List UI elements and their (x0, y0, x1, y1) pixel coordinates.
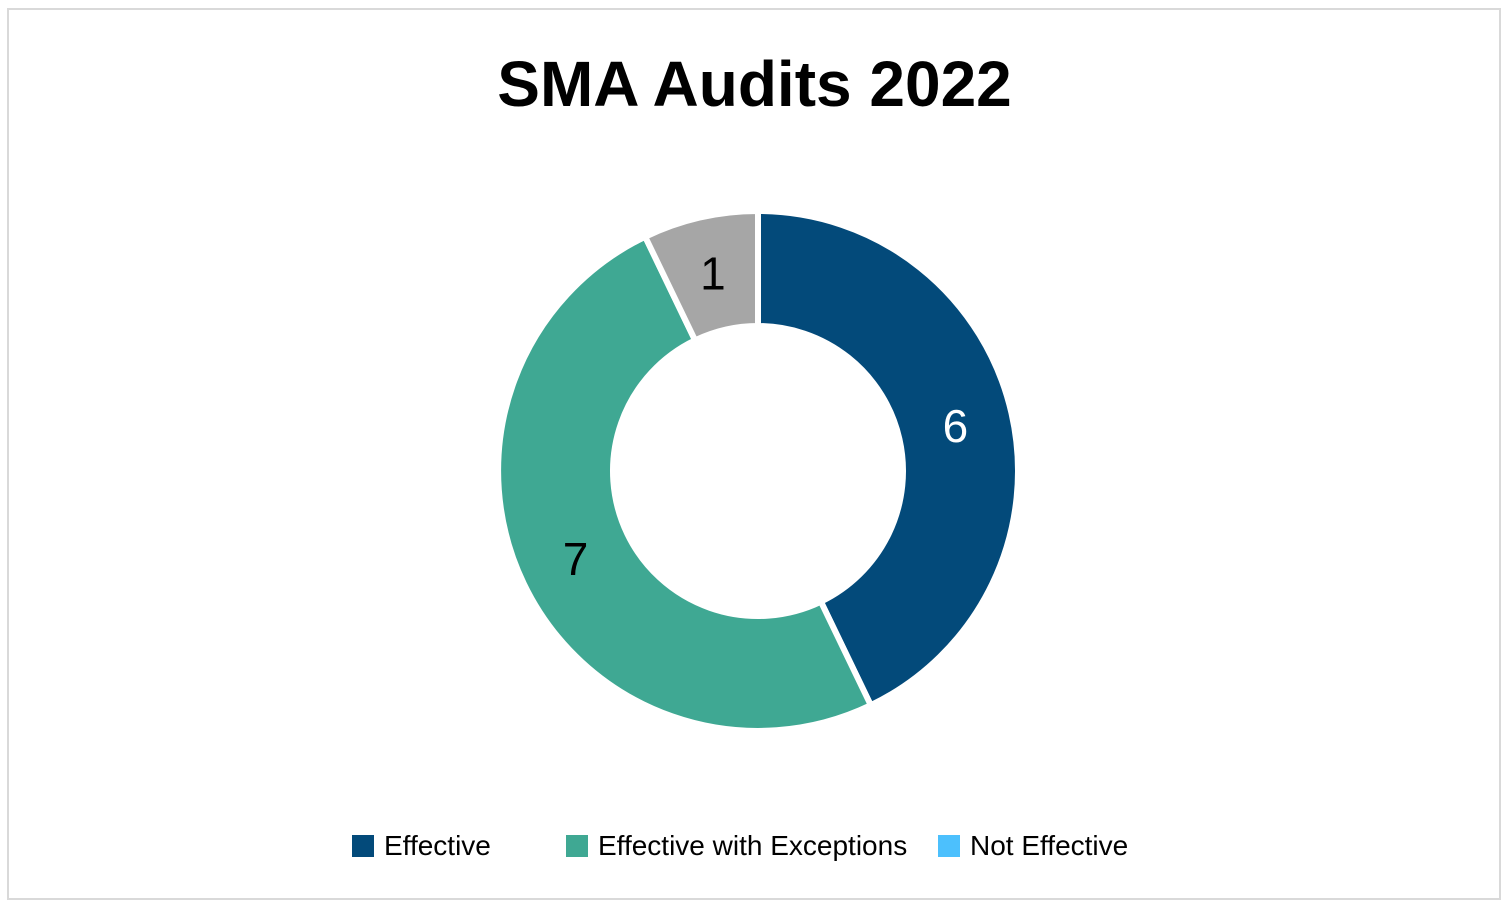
legend-swatch-effective (352, 835, 374, 857)
legend-item-effective-with-exceptions: Effective with Exceptions (566, 830, 907, 862)
legend-item-not-effective: Not Effective (938, 830, 1128, 862)
donut-slice-not-effective (641, 207, 761, 345)
legend-label-effective-with-exceptions: Effective with Exceptions (598, 830, 908, 861)
legend-label-not-effective: Not Effective (970, 830, 1129, 861)
legend-item-effective: Effective (352, 830, 491, 862)
data-label-effective: 6 (943, 400, 969, 452)
chart-title: SMA Audits 2022 (497, 48, 1012, 120)
donut-slice-effective (755, 207, 1021, 710)
chart-legend: Effective Effective with Exceptions Not … (0, 830, 1509, 862)
chart-frame (7, 8, 1501, 900)
data-label-not-effective: 1 (700, 248, 726, 300)
legend-swatch-not-effective (938, 835, 960, 857)
legend-label-effective: Effective (384, 830, 491, 861)
donut-slice-effective-with-exceptions (495, 232, 875, 734)
data-label-effective-with-exceptions: 7 (563, 533, 589, 585)
legend-swatch-effective-with-exceptions (566, 835, 588, 857)
